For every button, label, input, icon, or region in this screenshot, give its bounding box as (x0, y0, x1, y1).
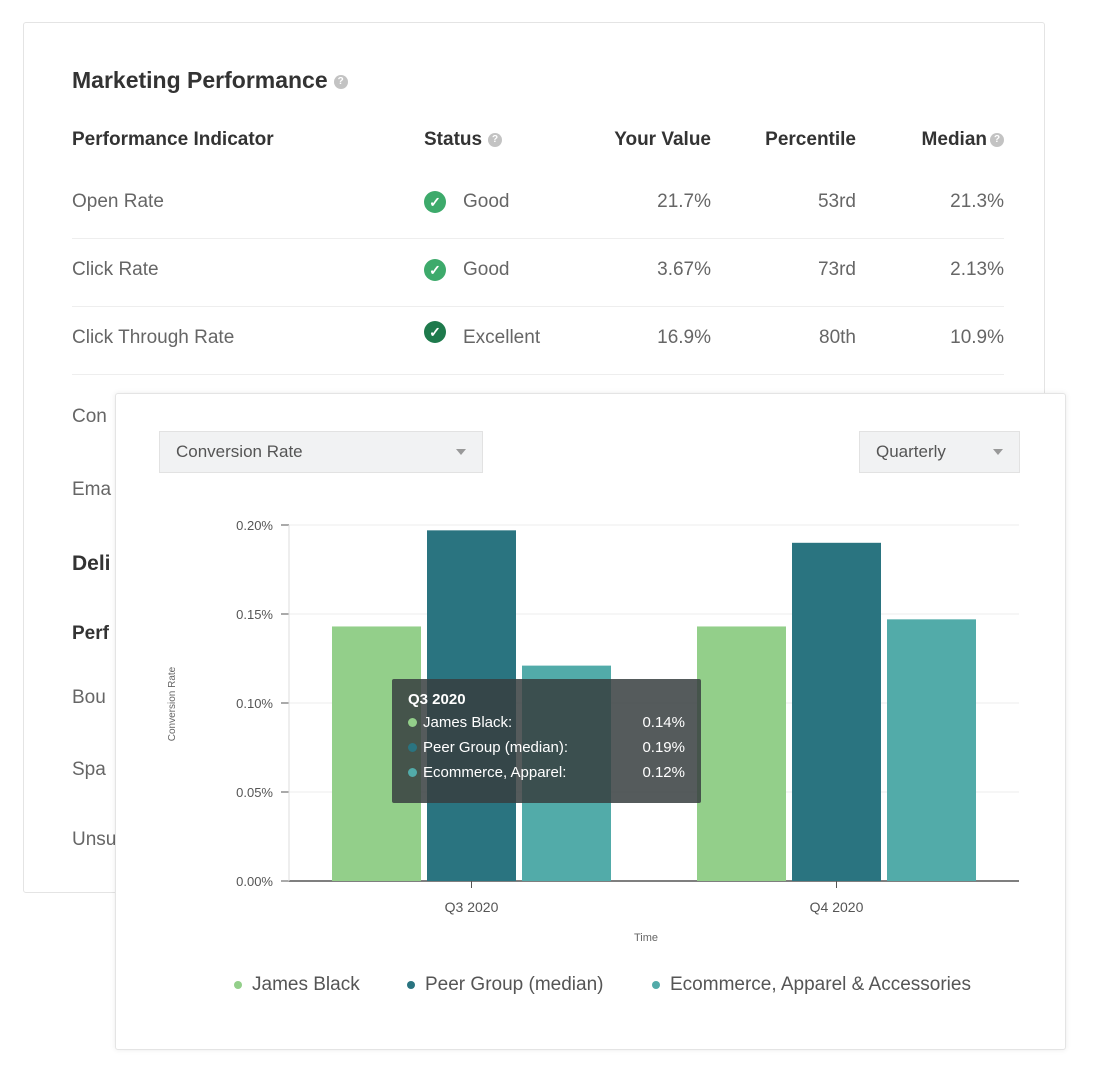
your-value: 21.7% (657, 191, 711, 212)
header-indicator: Performance Indicator (72, 129, 274, 150)
help-icon[interactable]: ? (990, 132, 1004, 147)
legend-item[interactable]: Peer Group (median) (407, 974, 603, 996)
header-status: Status? (424, 129, 503, 151)
header-status-label: Status (424, 129, 483, 150)
y-tick-label: 0.05% (236, 785, 273, 800)
x-tick-label: Q3 2020 (445, 899, 499, 915)
bar-ecommerce-apparel-accessories (887, 619, 976, 881)
check-circle-icon: ✓ (424, 321, 446, 343)
median: 2.13% (950, 259, 1004, 280)
legend-item[interactable]: James Black (234, 974, 360, 996)
percentile: 80th (819, 327, 856, 348)
check-circle-icon: ✓ (424, 259, 446, 281)
legend-item[interactable]: Ecommerce, Apparel & Accessories (652, 974, 971, 996)
title-text: Marketing Performance (72, 67, 328, 93)
legend-label: Peer Group (median) (425, 974, 604, 995)
section-title: Deli (72, 552, 111, 575)
table-row: Click Rate ✓ Good 3.67% 73rd 2.13% (72, 239, 1004, 307)
legend-label: Ecommerce, Apparel & Accessories (670, 974, 971, 995)
percentile: 53rd (817, 191, 856, 212)
chart-panel: Conversion Rate Quarterly 0.00% 0.05% 0.10… (115, 393, 1066, 1050)
your-value: 16.9% (657, 327, 711, 348)
bar-peer-group-median- (792, 542, 881, 881)
median: 10.9% (950, 327, 1004, 348)
tooltip-value: 0.14% (642, 714, 685, 731)
status-label: Good (463, 259, 510, 280)
chevron-down-icon (993, 449, 1003, 455)
tooltip-value: 0.12% (642, 764, 685, 781)
tooltip-row: Ecommerce, Apparel: 0.12% (408, 764, 685, 789)
help-icon[interactable]: ? (488, 132, 503, 147)
tooltip-label: James Black: (423, 714, 513, 731)
y-tick-label: 0.15% (236, 607, 273, 622)
x-tick-label: Q4 2020 (810, 899, 864, 915)
tooltip-value: 0.19% (642, 739, 685, 756)
bar-james-black (697, 626, 786, 881)
legend-dot-icon (234, 980, 242, 989)
header-median-label: Median (921, 129, 987, 150)
header-percentile: Percentile (765, 129, 856, 150)
partial-row-label: Con (72, 406, 107, 427)
indicator-name: Open Rate (72, 191, 164, 212)
table-row: Click Through Rate ✓ Excellent 16.9% 80t… (72, 307, 1004, 375)
chevron-down-icon (456, 449, 466, 455)
tooltip-label: Ecommerce, Apparel: (423, 764, 567, 781)
x-axis-label: Time (634, 932, 658, 944)
tooltip-title: Q3 2020 (408, 691, 466, 708)
table-row: Open Rate ✓ Good 21.7% 53rd 21.3% (72, 171, 1004, 239)
tooltip-row: Peer Group (median): 0.19% (408, 739, 685, 764)
partial-row-label: Bou (72, 687, 106, 708)
card-title: Marketing Performance? (72, 67, 348, 94)
your-value: 3.67% (657, 259, 711, 280)
tooltip-row: James Black: 0.14% (408, 714, 685, 739)
metric-select[interactable]: Conversion Rate (159, 431, 483, 473)
median: 21.3% (950, 191, 1004, 212)
y-tick-label: 0.10% (236, 696, 273, 711)
indicator-name: Click Rate (72, 259, 159, 280)
legend-dot-icon (652, 980, 660, 989)
check-circle-icon: ✓ (424, 191, 446, 213)
partial-row-label: Unsu (72, 829, 117, 850)
period-select-value: Quarterly (876, 442, 946, 461)
legend-label: James Black (252, 974, 360, 995)
header-median: Median? (864, 129, 1004, 151)
percentile: 73rd (817, 259, 856, 280)
status-label: Good (463, 191, 510, 212)
indicator-name: Click Through Rate (72, 327, 235, 348)
chart-tooltip: Q3 2020 James Black: 0.14% Peer Group (med… (392, 679, 701, 803)
y-tick-label: 0.00% (236, 874, 273, 889)
status-label: Excellent (463, 327, 541, 348)
help-icon[interactable]: ? (333, 74, 348, 89)
partial-row-label: Ema (72, 479, 112, 500)
y-tick-label: 0.20% (236, 518, 273, 533)
series-dot-icon (408, 743, 417, 752)
period-select[interactable]: Quarterly (859, 431, 1020, 473)
partial-row-label: Spa (72, 759, 106, 780)
tooltip-label: Peer Group (median): (423, 739, 569, 756)
metric-select-value: Conversion Rate (176, 442, 303, 461)
legend-dot-icon (407, 980, 415, 989)
header-your-value: Your Value (614, 129, 711, 150)
series-dot-icon (408, 768, 417, 777)
section-header: Perf (72, 623, 109, 644)
series-dot-icon (408, 718, 417, 727)
y-axis-label: Conversion Rate (167, 666, 178, 741)
